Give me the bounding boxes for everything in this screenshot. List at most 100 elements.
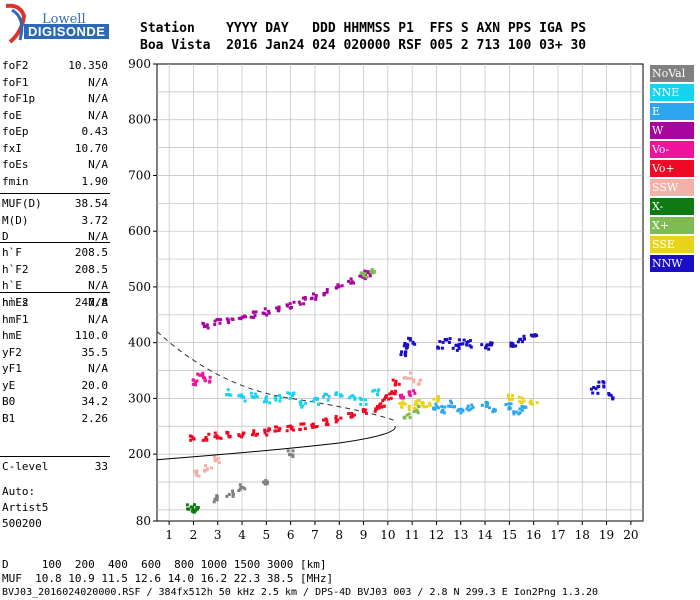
- data-point-nnw: [408, 338, 412, 342]
- x-tick-label: 11: [405, 528, 420, 542]
- data-point-w: [349, 277, 353, 281]
- data-point-vo-: [203, 378, 207, 382]
- data-point-nnw: [591, 391, 595, 395]
- data-point-nne: [340, 394, 344, 398]
- legend-item-nne: NNE: [650, 84, 694, 101]
- data-point-nnw: [413, 342, 417, 346]
- data-point-e: [432, 407, 436, 411]
- data-point-nne: [249, 391, 253, 395]
- data-point-vo-: [226, 431, 230, 435]
- param-row-hme: hmE 110.0: [2, 328, 108, 344]
- data-point-w: [202, 322, 206, 326]
- data-point-nnw: [403, 352, 407, 356]
- data-point-e: [441, 408, 445, 412]
- x-tick-label: 13: [453, 528, 468, 542]
- data-point-ssw: [217, 460, 221, 464]
- data-point-vo-: [263, 428, 267, 432]
- data-point-e: [459, 411, 463, 415]
- data-point-vo-: [201, 374, 205, 378]
- param-label: M(D): [2, 213, 29, 227]
- data-point-sse: [403, 402, 407, 406]
- legend-item-nnw: NNW: [650, 255, 694, 272]
- data-point-vo-: [274, 425, 278, 429]
- data-point-w: [275, 306, 279, 310]
- data-point-nnw: [609, 393, 613, 397]
- param-label: foF1: [2, 75, 29, 89]
- data-point-vo-: [339, 416, 343, 420]
- legend-item-e: E: [650, 103, 694, 120]
- data-point-x-: [402, 415, 406, 419]
- data-point-ssw: [408, 371, 412, 375]
- data-point-vo-: [390, 390, 394, 394]
- data-point-noval: [238, 483, 242, 487]
- data-point-w: [267, 311, 271, 315]
- data-point-sse: [407, 408, 411, 412]
- param-label: fxI: [2, 141, 22, 155]
- x-tick-label: 12: [429, 528, 444, 542]
- data-point-vo-: [400, 393, 404, 397]
- data-point-nne: [250, 395, 254, 399]
- param-row-b0: B0 34.2: [2, 394, 108, 410]
- data-point-nne: [268, 401, 272, 405]
- param-value: N/A: [88, 362, 108, 375]
- param-row-h-es: h`Es N/A: [2, 295, 108, 311]
- data-point-e: [518, 407, 522, 411]
- data-point-ssw: [406, 376, 410, 380]
- param-row-h-f: h`F 208.5: [2, 245, 108, 261]
- data-point-nne: [317, 402, 321, 406]
- data-point-w: [363, 277, 367, 281]
- data-point-vo-: [364, 411, 368, 415]
- data-point-vo-: [266, 429, 270, 433]
- data-point-nnw: [408, 337, 412, 341]
- data-point-sse: [420, 400, 424, 404]
- data-point-noval: [213, 497, 217, 501]
- data-point-vo-: [407, 390, 411, 394]
- footer-file-info: BVJ03_2016024020000.RSF / 384fx512h 50 k…: [2, 587, 599, 598]
- param-row-fmin: fmin 1.90: [2, 174, 108, 190]
- data-point-vo-: [191, 382, 195, 386]
- data-point-x-: [363, 272, 367, 276]
- param-value: 10.70: [74, 141, 108, 155]
- data-point-e: [512, 410, 516, 414]
- legend-item-w: W: [650, 122, 694, 139]
- data-point-e: [469, 407, 473, 411]
- data-point-nnw: [480, 343, 484, 347]
- data-point-vo-: [407, 392, 411, 396]
- param-label: foF1p: [2, 92, 36, 105]
- data-point-x-: [194, 508, 198, 512]
- auto-artist: Artist5: [2, 501, 49, 514]
- data-point-noval: [231, 492, 235, 496]
- data-point-vo-: [237, 433, 241, 437]
- data-point-sse: [428, 402, 432, 406]
- data-point-nne: [375, 393, 379, 397]
- data-point-vo-: [252, 429, 256, 433]
- param-label: h`Es: [2, 295, 29, 309]
- data-point-vo-: [387, 397, 391, 401]
- data-point-ssw: [403, 376, 407, 380]
- data-point-vo-: [413, 391, 417, 395]
- data-point-x-: [372, 270, 376, 274]
- data-point-vo-: [241, 431, 245, 435]
- data-point-vo-: [363, 409, 367, 413]
- y-tick-label: 200: [128, 447, 151, 461]
- data-point-w: [363, 269, 367, 273]
- param-label: h`E: [2, 279, 22, 292]
- data-point-vo-: [217, 436, 221, 440]
- data-point-nne: [304, 401, 308, 405]
- data-point-sse: [413, 403, 417, 407]
- data-point-w: [261, 311, 265, 315]
- data-point-nne: [288, 396, 292, 400]
- x-tick-label: 16: [526, 528, 541, 542]
- data-point-w: [205, 323, 209, 327]
- data-point-vo-: [193, 380, 197, 384]
- data-point-nne: [278, 393, 282, 397]
- data-point-x-: [362, 274, 366, 278]
- data-point-vo-: [213, 435, 217, 439]
- data-point-x-: [190, 509, 194, 513]
- data-point-x-: [195, 506, 199, 510]
- param-label: h`F2: [2, 262, 29, 276]
- param-value: 208.5: [74, 246, 108, 259]
- data-point-x-: [412, 410, 416, 414]
- data-point-nnw: [462, 338, 466, 342]
- x-tick-label: 2: [190, 528, 198, 542]
